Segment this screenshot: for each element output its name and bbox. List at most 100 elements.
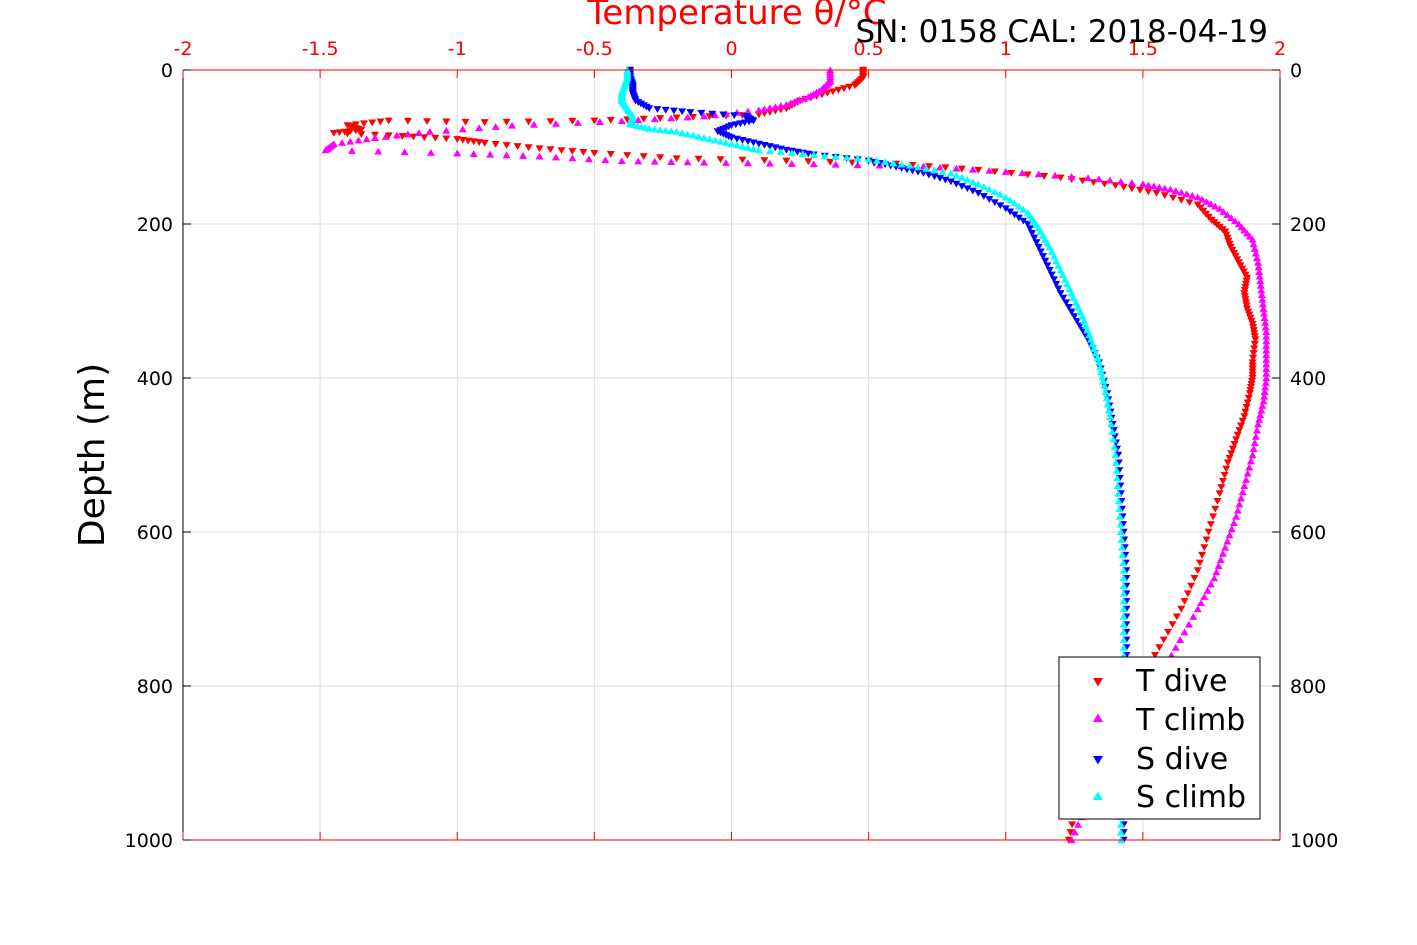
data-point xyxy=(787,149,796,157)
data-point xyxy=(1206,580,1215,588)
data-point xyxy=(678,129,687,137)
data-point xyxy=(1261,383,1270,391)
data-point xyxy=(546,146,555,154)
data-point xyxy=(935,163,944,171)
data-point xyxy=(650,157,659,165)
data-point xyxy=(1119,566,1128,574)
data-point xyxy=(1238,488,1247,496)
data-point xyxy=(1096,363,1105,371)
data-point xyxy=(426,148,435,156)
data-point xyxy=(1187,582,1196,590)
data-point xyxy=(1258,295,1267,303)
data-point xyxy=(546,118,555,126)
data-point xyxy=(820,152,829,159)
data-point xyxy=(782,101,791,108)
data-point xyxy=(1025,225,1034,233)
data-point xyxy=(573,119,582,126)
data-point xyxy=(656,126,665,133)
data-point xyxy=(502,142,511,149)
data-point xyxy=(1045,267,1054,274)
data-point xyxy=(1254,258,1263,266)
data-point xyxy=(1150,652,1159,659)
data-point xyxy=(853,161,862,169)
data-point xyxy=(623,152,632,159)
data-point xyxy=(897,160,906,168)
data-point xyxy=(1018,169,1027,177)
data-point xyxy=(1193,193,1202,201)
data-point xyxy=(798,150,807,157)
data-point xyxy=(584,155,593,163)
data-point xyxy=(1217,484,1226,491)
y-tick-label-right: 600 xyxy=(1290,522,1326,544)
data-point xyxy=(700,134,709,141)
data-point xyxy=(1074,821,1083,828)
data-point xyxy=(1171,643,1180,651)
data-point xyxy=(1218,549,1227,557)
data-point xyxy=(1078,312,1087,320)
data-point xyxy=(804,158,813,166)
data-point xyxy=(946,178,955,186)
data-point xyxy=(1094,175,1103,183)
data-point xyxy=(568,148,577,155)
data-point xyxy=(458,136,467,144)
data-point xyxy=(579,149,588,156)
data-point xyxy=(590,117,599,125)
data-point xyxy=(1056,290,1065,297)
data-point xyxy=(765,159,774,167)
data-point xyxy=(1227,214,1236,222)
data-point xyxy=(1262,337,1271,345)
data-point xyxy=(667,127,676,135)
data-point xyxy=(771,103,780,111)
data-point xyxy=(1221,543,1230,551)
data-point xyxy=(392,131,401,139)
data-point xyxy=(1083,326,1092,334)
data-point xyxy=(1228,445,1237,453)
data-point xyxy=(1116,528,1125,536)
data-point xyxy=(524,118,533,126)
data-point xyxy=(530,120,539,128)
data-point xyxy=(1119,636,1128,643)
data-point xyxy=(1051,171,1060,179)
data-point xyxy=(1116,828,1125,836)
data-point xyxy=(329,129,338,137)
data-point xyxy=(634,116,643,124)
data-point xyxy=(1227,450,1236,458)
data-point xyxy=(1014,214,1023,222)
data-point xyxy=(1043,262,1052,270)
data-point xyxy=(872,156,881,164)
data-point xyxy=(1116,177,1125,185)
data-point xyxy=(776,148,785,156)
data-point xyxy=(1243,399,1252,407)
data-point xyxy=(1213,498,1222,505)
data-point xyxy=(1098,372,1107,380)
data-point xyxy=(535,145,544,153)
data-point xyxy=(689,131,698,139)
data-point xyxy=(669,107,678,115)
data-point xyxy=(1251,432,1260,440)
data-point xyxy=(1001,168,1010,175)
data-point xyxy=(1119,613,1128,620)
data-point xyxy=(667,158,676,165)
data-point xyxy=(760,105,769,113)
data-point xyxy=(661,126,670,134)
data-point xyxy=(667,114,676,122)
data-point xyxy=(1032,239,1041,247)
legend-marker xyxy=(1093,713,1103,722)
data-point xyxy=(568,154,577,162)
data-point xyxy=(491,141,500,148)
data-point xyxy=(985,196,994,203)
data-point xyxy=(1034,243,1043,251)
data-point xyxy=(1244,394,1253,402)
data-point xyxy=(1105,412,1114,420)
data-point xyxy=(1155,183,1164,191)
data-point xyxy=(1222,465,1231,473)
data-point xyxy=(826,158,835,166)
data-point xyxy=(384,117,393,125)
sn-cal-annotation: SN: 0158 CAL: 2018-04-19 xyxy=(856,14,1269,50)
data-point xyxy=(1080,317,1089,325)
data-point xyxy=(1261,379,1270,386)
data-point xyxy=(1107,420,1116,428)
data-point xyxy=(1117,536,1126,543)
data-point xyxy=(1235,427,1244,434)
